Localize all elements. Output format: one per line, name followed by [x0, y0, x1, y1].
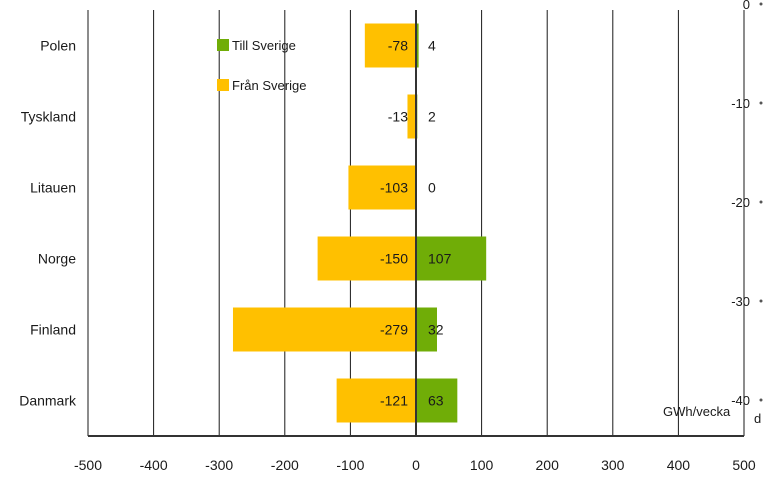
unit-label-suffix: d	[754, 411, 761, 426]
legend: Till Sverige Från Sverige	[217, 38, 306, 93]
bar-till-sverige	[416, 307, 437, 352]
category-label: Norge	[38, 251, 76, 267]
x-tick-label: 100	[470, 457, 494, 473]
secondary-tick-mark	[759, 299, 763, 303]
category-label: Finland	[30, 322, 76, 338]
secondary-tick-mark	[759, 200, 763, 204]
data-label-till-sverige: 32	[428, 322, 444, 338]
secondary-tick-mark	[759, 101, 763, 105]
bar-till-sverige	[416, 236, 487, 281]
x-tick-label: 0	[412, 457, 420, 473]
legend-label: Till Sverige	[232, 38, 296, 53]
legend-label: Från Sverige	[232, 78, 306, 93]
secondary-tick-mark	[759, 398, 763, 402]
bar-fran-sverige	[348, 165, 416, 210]
data-label-till-sverige: 63	[428, 393, 444, 409]
bars: -78 4 -13 2 -103 0 -150 107 -279 32 -121 63	[232, 23, 487, 423]
x-axis-tick-labels: -500 -400 -300 -200 -100 0 100 200 300 400 500	[74, 457, 756, 473]
x-tick-label: 300	[601, 457, 625, 473]
secondary-tick-mark	[759, 2, 763, 6]
bar-till-sverige	[416, 378, 458, 423]
category-label: Tyskland	[21, 109, 76, 125]
x-tick-label: -400	[140, 457, 168, 473]
bar-till-sverige	[416, 23, 419, 68]
x-tick-label: 400	[667, 457, 691, 473]
data-label-till-sverige: 107	[428, 251, 452, 267]
data-label-till-sverige: 2	[428, 109, 436, 125]
axes	[88, 10, 744, 437]
bar-fran-sverige	[364, 23, 416, 68]
data-label-fran-sverige: -103	[380, 180, 408, 196]
bar-fran-sverige	[317, 236, 416, 281]
x-tick-label: -300	[205, 457, 233, 473]
data-label-fran-sverige: -150	[380, 251, 408, 267]
unit-label: GWh/vecka	[663, 404, 731, 419]
category-labels: Polen Tyskland Litauen Norge Finland Danmark	[19, 38, 77, 409]
secondary-tick-label: -30	[731, 294, 750, 309]
bar-fran-sverige	[232, 307, 416, 352]
data-label-fran-sverige: -121	[380, 393, 408, 409]
secondary-tick-label: -10	[731, 96, 750, 111]
data-label-till-sverige: 0	[428, 180, 436, 196]
bar-fran-sverige	[336, 378, 416, 423]
data-label-fran-sverige: -13	[388, 109, 408, 125]
x-tick-label: 200	[536, 457, 560, 473]
category-label: Danmark	[19, 393, 77, 409]
x-tick-label: -500	[74, 457, 102, 473]
data-label-fran-sverige: -279	[380, 322, 408, 338]
secondary-axis: 0 -10 -20 -30 -40	[731, 0, 763, 408]
secondary-tick-label: 0	[743, 0, 750, 12]
bar-fran-sverige	[407, 94, 416, 139]
x-tick-label: 500	[732, 457, 756, 473]
legend-swatch	[217, 39, 229, 51]
category-label: Polen	[40, 38, 76, 54]
x-tick-label: -200	[271, 457, 299, 473]
data-label-fran-sverige: -78	[388, 38, 408, 54]
secondary-tick-label: -40	[731, 393, 750, 408]
category-label: Litauen	[30, 180, 76, 196]
data-label-till-sverige: 4	[428, 38, 436, 54]
x-tick-label: -100	[336, 457, 364, 473]
secondary-tick-label: -20	[731, 195, 750, 210]
legend-swatch	[217, 79, 229, 91]
